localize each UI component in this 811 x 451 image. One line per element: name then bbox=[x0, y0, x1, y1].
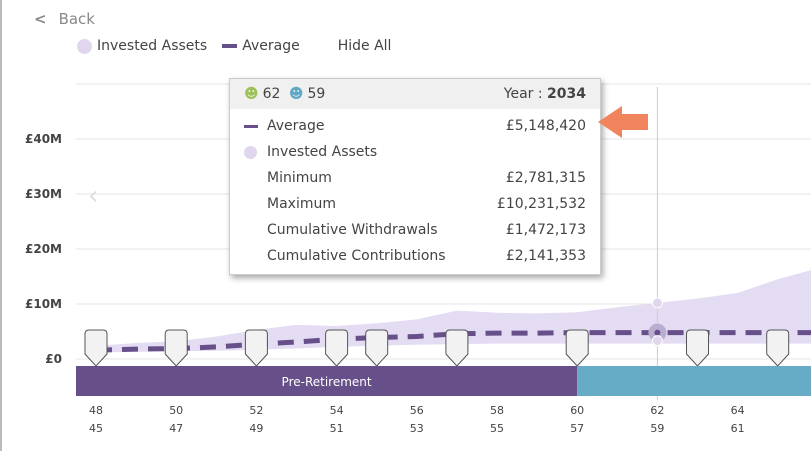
tooltip-row: Invested Assets bbox=[230, 139, 600, 165]
x-tick-age1: 54 bbox=[330, 404, 344, 417]
invested-assets-legend-icon[interactable] bbox=[77, 38, 92, 54]
tooltip-age2: 59 bbox=[307, 86, 326, 102]
legend-invested-assets[interactable]: Invested Assets bbox=[97, 38, 208, 54]
event-marker-icon[interactable] bbox=[84, 329, 108, 367]
legend: Invested Assets Average Hide All bbox=[77, 38, 391, 54]
invested-marker-icon bbox=[244, 144, 267, 160]
tooltip-row-value: £5,148,420 bbox=[505, 118, 586, 134]
tooltip-row-value: £2,781,315 bbox=[505, 170, 586, 186]
tooltip-row: Cumulative Withdrawals £1,472,173 bbox=[230, 217, 600, 243]
chevron-left-icon: < bbox=[34, 10, 47, 28]
y-tick-label: £30M bbox=[25, 187, 62, 201]
event-marker-icon[interactable] bbox=[766, 329, 790, 367]
chevron-left-scroll-icon[interactable]: ‹ bbox=[88, 181, 98, 211]
average-line bbox=[95, 330, 811, 353]
x-tick-age1: 50 bbox=[169, 404, 183, 417]
back-label: Back bbox=[58, 10, 95, 28]
x-tick-age2: 53 bbox=[410, 422, 424, 435]
tooltip-age1: 62 bbox=[262, 86, 281, 102]
tooltip-header: ☻ 62 ☻ 59 Year : 2034 bbox=[230, 79, 600, 109]
event-marker-icon[interactable] bbox=[365, 329, 389, 367]
tooltip-row-label: Minimum bbox=[267, 170, 332, 186]
tooltip-row-label: Invested Assets bbox=[267, 144, 378, 160]
event-marker-icon[interactable] bbox=[565, 329, 589, 367]
tooltip-row-label: Cumulative Withdrawals bbox=[267, 222, 438, 238]
selected-point bbox=[654, 329, 661, 336]
tooltip-row-label: Average bbox=[267, 118, 325, 134]
x-tick-age2: 61 bbox=[731, 422, 745, 435]
tooltip-row-value: £10,231,532 bbox=[496, 196, 586, 212]
event-marker-icon[interactable] bbox=[445, 329, 469, 367]
x-tick-age2: 51 bbox=[330, 422, 344, 435]
hide-all-button[interactable]: Hide All bbox=[337, 38, 392, 54]
tooltip-row-label: Cumulative Contributions bbox=[267, 248, 446, 264]
phase-bar bbox=[76, 366, 578, 396]
y-tick-label: £20M bbox=[25, 242, 62, 256]
tooltip-row-value: £2,141,353 bbox=[505, 248, 586, 264]
person-icon: ☻ bbox=[288, 86, 304, 102]
tooltip-row: Cumulative Contributions £2,141,353 bbox=[230, 243, 600, 269]
tooltip-row: Maximum £10,231,532 bbox=[230, 191, 600, 217]
x-tick-age2: 59 bbox=[650, 422, 664, 435]
event-marker-icon[interactable] bbox=[164, 329, 188, 367]
arrow-pointer-icon bbox=[598, 106, 648, 138]
x-tick-age2: 49 bbox=[249, 422, 263, 435]
event-marker-icon[interactable] bbox=[686, 329, 709, 367]
x-tick-age1: 52 bbox=[249, 404, 263, 417]
x-tick-age2: 45 bbox=[89, 422, 103, 435]
x-tick-age1: 60 bbox=[570, 404, 584, 417]
year-label: Year : bbox=[503, 86, 548, 102]
event-marker-icon[interactable] bbox=[325, 329, 349, 367]
x-tick-age1: 48 bbox=[89, 404, 103, 417]
phase-bar bbox=[577, 366, 811, 396]
min-point bbox=[651, 335, 663, 347]
x-tick-age1: 62 bbox=[650, 404, 664, 417]
person-icon: ☻ bbox=[244, 86, 259, 102]
tooltip-row-label: Maximum bbox=[267, 196, 336, 212]
back-button[interactable]: < Back bbox=[34, 10, 95, 28]
tooltip-row-value: £1,472,173 bbox=[505, 222, 586, 238]
y-tick-label: £0 bbox=[45, 352, 62, 366]
x-tick-age2: 57 bbox=[570, 422, 584, 435]
phase-label: Pre-Retirement bbox=[282, 375, 372, 389]
left-border bbox=[0, 0, 2, 451]
event-marker-icon[interactable] bbox=[244, 329, 268, 367]
legend-average[interactable]: Average bbox=[242, 38, 300, 54]
y-tick-label: £10M bbox=[25, 297, 62, 311]
tooltip-year: 2034 bbox=[547, 86, 586, 102]
x-tick-age1: 58 bbox=[490, 404, 504, 417]
y-tick-label: £40M bbox=[25, 132, 62, 146]
invested-assets-band bbox=[96, 270, 811, 353]
tooltip-row: Minimum £2,781,315 bbox=[230, 165, 600, 191]
x-tick-age1: 64 bbox=[731, 404, 745, 417]
average-legend-icon[interactable] bbox=[222, 44, 238, 48]
max-point bbox=[651, 297, 663, 309]
average-marker-icon bbox=[244, 118, 267, 134]
x-tick-age2: 55 bbox=[490, 422, 504, 435]
x-tick-age2: 47 bbox=[169, 422, 183, 435]
x-tick-age1: 56 bbox=[410, 404, 424, 417]
tooltip-row: Average £5,148,420 bbox=[230, 113, 600, 139]
tooltip: ☻ 62 ☻ 59 Year : 2034 Average £5,148,420 Inv… bbox=[229, 78, 601, 275]
